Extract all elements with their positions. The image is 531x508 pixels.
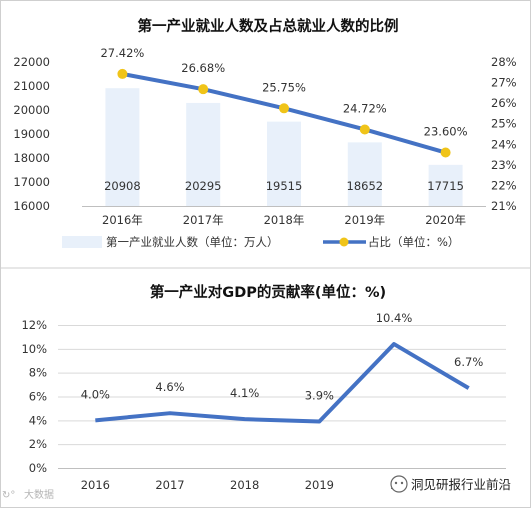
contribution-data-label: 4.0% [81,387,110,401]
right-axis-tick-label: 28% [491,55,517,69]
y-axis-tick-label: 2% [29,437,47,451]
ratio-data-label: 27.42% [100,46,144,60]
wechat-icon-eye-right [400,481,404,485]
chart2-title: 第一产业对GDP的贡献率(单位：%) [150,283,386,301]
left-axis-tick-label: 22000 [13,55,50,69]
chart2-contribution-line [95,342,470,424]
employment-bar [105,88,140,206]
x-axis-tick-label: 2019 [305,478,334,492]
right-axis-tick-label: 27% [491,76,517,90]
right-axis-tick-label: 21% [491,199,517,213]
contribution-data-label: 4.1% [230,386,259,400]
x-axis-tick-label: 2018 [230,478,259,492]
legend-line-label: 占比（单位：%） [368,235,459,249]
employment-bar [428,164,463,206]
left-axis-tick-label: 18000 [13,151,50,165]
x-axis-tick-label: 2017 [155,478,184,492]
x-axis-tick-label: 2019年 [344,213,385,227]
contribution-data-label: 10.4% [376,311,413,325]
left-axis-tick-label: 21000 [13,79,50,93]
watermark-right-text: 洞见研报行业前沿 [411,477,511,492]
ratio-marker [440,147,451,158]
employment-bar [267,121,301,206]
ratio-marker [279,103,289,114]
x-axis-tick-label: 2016 [81,478,110,492]
x-axis-tick-label: 2017年 [183,213,224,227]
chart1-title: 第一产业就业人数及占总就业人数的比例 [138,17,399,35]
y-axis-tick-label: 0% [29,461,47,475]
watermark-left-icon: ↻° [2,490,15,501]
employment-bar-label: 18652 [347,179,384,193]
y-axis-tick-label: 4% [29,413,47,427]
x-axis-tick-label: 2018年 [264,213,305,227]
wechat-icon-eye-left [394,481,398,485]
right-axis-tick-label: 22% [491,178,517,192]
ratio-data-label: 26.68% [181,61,225,75]
left-axis-tick-label: 20000 [13,103,50,117]
employment-bar [186,102,221,206]
legend-bar-swatch [62,236,102,248]
contribution-data-label: 3.9% [305,389,334,403]
ratio-marker [359,124,370,135]
y-axis-tick-label: 6% [29,390,47,404]
right-axis-tick-label: 25% [491,117,517,131]
contribution-data-label: 4.6% [155,380,184,394]
ratio-data-label: 24.72% [343,101,387,115]
ratio-marker [198,84,209,95]
employment-bar-label: 20295 [185,179,222,193]
left-axis-tick-label: 19000 [13,127,50,141]
legend-bar-label: 第一产业就业人数（单位：万人） [106,235,279,249]
watermark-right: 洞见研报行业前沿 [390,475,511,493]
right-axis-tick-label: 26% [491,96,517,110]
x-axis-tick-label: 2016年 [102,213,143,227]
y-axis-tick-label: 12% [21,318,47,332]
watermark-left: 大数据 [24,488,54,501]
ratio-data-label: 23.60% [424,125,468,139]
employment-bar-label: 20908 [104,179,141,193]
employment-chart: 第一产业就业人数及占总就业人数的比例 20908 20295 19515 18652 1… [13,17,516,249]
wechat-icon [390,475,408,493]
employment-bar-label: 19515 [266,179,303,193]
ratio-data-label: 25.75% [262,80,306,94]
contribution-data-label: 6.7% [454,355,483,369]
ratio-marker [117,68,128,79]
employment-bar [347,142,382,206]
employment-bar-label: 17715 [427,179,464,193]
y-axis-tick-label: 8% [29,366,47,380]
y-axis-tick-label: 10% [21,342,47,356]
left-axis-tick-label: 17000 [13,175,50,189]
chart1-legend: 第一产业就业人数（单位：万人） 占比（单位：%） [62,235,459,249]
right-axis-tick-label: 24% [491,137,517,151]
x-axis-tick-label: 2020年 [425,213,466,227]
legend-line-marker [339,237,349,247]
left-axis-tick-label: 16000 [13,199,50,213]
gdp-contribution-chart: 第一产业对GDP的贡献率(单位：%) 0% 2% 4% 6% 8% 10% 12% 2016… [21,283,506,492]
right-axis-tick-label: 23% [491,158,517,172]
